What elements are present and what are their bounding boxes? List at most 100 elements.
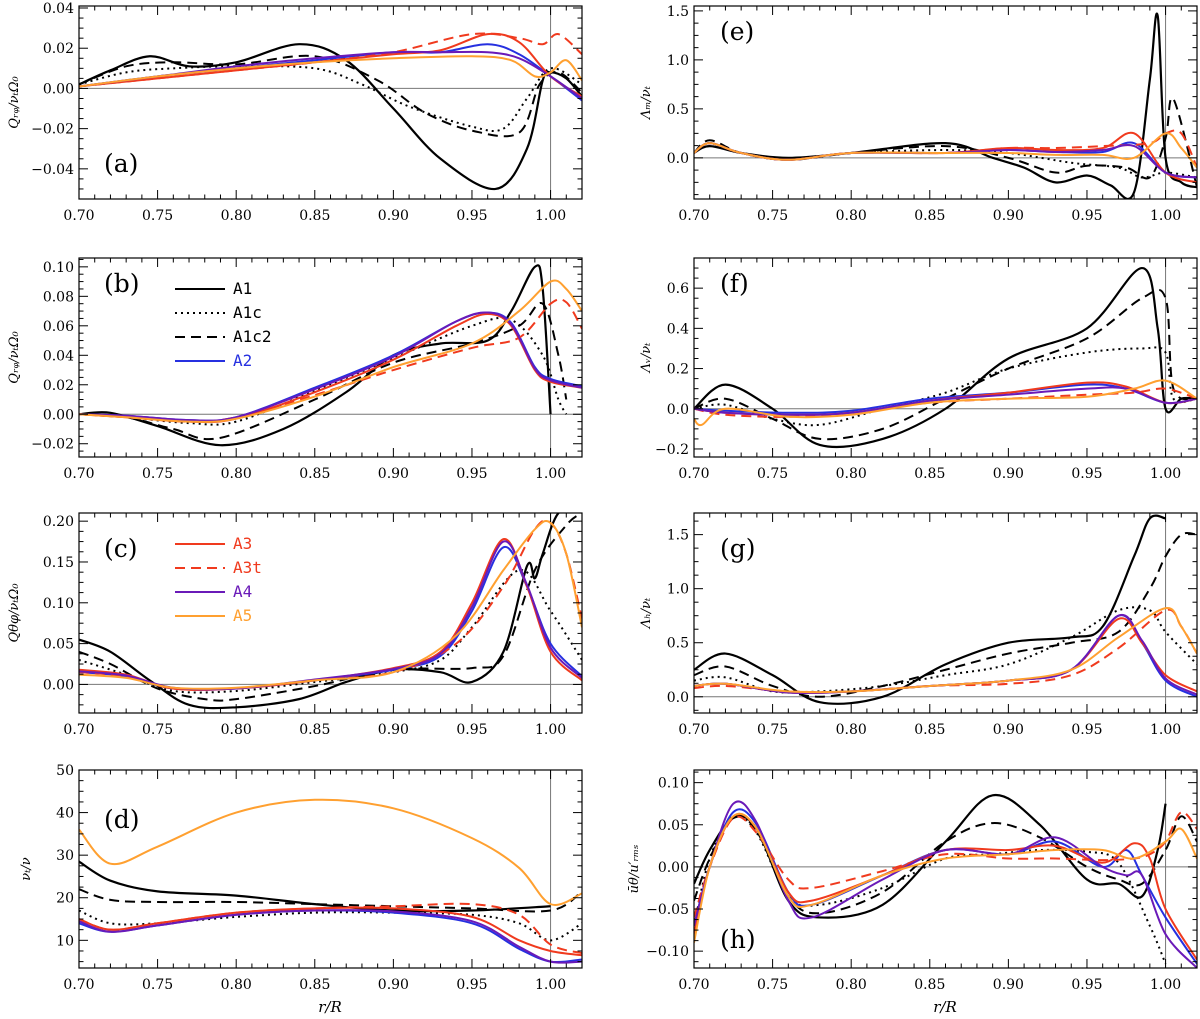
plot-frame	[693, 5, 1198, 200]
x-tick-label: 0.95	[1071, 977, 1102, 993]
x-tick-label: 0.90	[378, 466, 409, 482]
series-line-a5	[694, 379, 1197, 427]
y-tick-label: 20	[56, 891, 74, 907]
y-axis-label: Λₕ/νₜ	[639, 597, 654, 629]
series-line-a4	[79, 540, 582, 691]
series-line-a5	[79, 798, 582, 906]
series-line-a1	[79, 513, 560, 710]
series-line-a1c2	[694, 532, 1197, 698]
y-tick-label: 0.00	[43, 407, 74, 423]
series-line-a1	[79, 43, 582, 191]
panel-g: 0.70 0.75 0.80 0.85 0.90 0.95 1.00 0.0 0.5 1.0 1.5…	[639, 512, 1198, 738]
legend-label-a5: A5	[233, 606, 252, 625]
series-line-a1c2	[694, 288, 1197, 441]
legend-bottom: A3 A3t A4 A5	[175, 534, 262, 625]
x-tick-label: 0.80	[221, 208, 252, 224]
series-line-a3	[79, 32, 582, 98]
x-tick-label: 0.90	[993, 977, 1024, 993]
y-tick-label: −0.10	[646, 944, 689, 960]
series-line-a4	[694, 613, 1197, 696]
y-tick-label: 0.04	[43, 348, 74, 364]
x-tick-label: 0.75	[757, 208, 788, 224]
panel-label: (e)	[720, 17, 754, 46]
x-tick-label: 0.80	[836, 722, 867, 738]
y-tick-label: 0.0	[667, 690, 689, 706]
legend-label-a2: A2	[233, 351, 252, 370]
series-line-a4	[694, 142, 1197, 179]
y-tick-label: 0.02	[43, 378, 74, 394]
series-line-a3	[694, 617, 1197, 694]
panel-label: (b)	[104, 269, 140, 298]
panel-b: 0.70 0.75 0.80 0.85 0.90 0.95 1.00 −0.02 0.00 0.0…	[7, 257, 583, 482]
x-tick-label: 0.85	[299, 466, 330, 482]
y-axis-label: Qθφ/νₜΩ₀	[7, 583, 22, 643]
x-tick-label: 1.00	[1150, 466, 1181, 482]
panel-d: 0.70 0.75 0.80 0.85 0.90 0.95 1.00 10 20 30 40 50 νₜ…	[19, 763, 583, 993]
panel-label: (d)	[104, 805, 140, 834]
y-axis-label: Λₘ/νₜ	[639, 85, 654, 120]
y-tick-label: 30	[56, 848, 74, 864]
x-tick-label: 0.75	[757, 722, 788, 738]
y-tick-label: 0.04	[43, 1, 74, 17]
y-tick-label: 0.05	[658, 818, 689, 834]
x-tick-label: 0.85	[914, 466, 945, 482]
x-tick-label: 0.85	[299, 208, 330, 224]
x-tick-label: 0.85	[914, 977, 945, 993]
x-tick-label: 0.85	[299, 722, 330, 738]
panel-h: 0.70 0.75 0.80 0.85 0.90 0.95 1.00 −0.10 −0.05 0.…	[627, 769, 1198, 993]
series-line-a1c	[694, 346, 1197, 427]
series-line-a1	[694, 266, 1197, 449]
x-tick-label: 0.90	[993, 466, 1024, 482]
legend-label-a1: A1	[233, 279, 252, 298]
series-line-a1c2	[79, 301, 568, 441]
x-tick-label: 1.00	[1150, 722, 1181, 738]
series-line-a1c	[694, 814, 1167, 965]
series-line-a1c	[694, 142, 1197, 179]
x-tick-label: 0.95	[1071, 722, 1102, 738]
x-tick-label: 0.70	[678, 977, 709, 993]
series-line-a4	[79, 909, 582, 964]
x-tick-label: 1.00	[535, 466, 566, 482]
series-line-a2	[79, 311, 582, 422]
x-tick-label: 0.70	[678, 466, 709, 482]
legend-label-a3: A3	[233, 534, 252, 553]
y-tick-label: 0.15	[43, 555, 74, 571]
y-tick-label: 0.06	[43, 319, 74, 335]
panel-label: (f)	[720, 269, 749, 298]
y-tick-label: 1.0	[667, 582, 689, 598]
x-tick-label: 0.75	[757, 466, 788, 482]
plot-frame	[78, 257, 583, 458]
series-line-a2	[79, 546, 582, 691]
y-tick-label: 0.05	[43, 637, 74, 653]
y-tick-label: 40	[56, 806, 74, 822]
legend-label-a1c2: A1c2	[233, 327, 272, 346]
series-line-a5	[79, 519, 582, 690]
series-line-a3	[79, 906, 582, 957]
series-line-a3t	[694, 608, 1197, 694]
series-line-a3	[694, 812, 1197, 961]
x-tick-label: 0.70	[63, 208, 94, 224]
y-tick-label: −0.02	[31, 437, 74, 453]
x-tick-label: 0.95	[456, 977, 487, 993]
x-tick-label: 0.70	[63, 977, 94, 993]
x-tick-label: 0.75	[757, 977, 788, 993]
x-tick-label: 1.00	[1150, 208, 1181, 224]
panel-label: (g)	[720, 534, 756, 563]
series-line-a1c2	[79, 54, 582, 138]
x-tick-label: 0.75	[142, 977, 173, 993]
legend-label-a3t: A3t	[233, 558, 262, 577]
series-line-a4	[694, 386, 1197, 416]
x-tick-label: 0.90	[993, 722, 1024, 738]
series-line-a1c2	[694, 813, 1197, 915]
x-tick-label: 0.95	[456, 722, 487, 738]
x-tick-label: 0.85	[299, 977, 330, 993]
panel-label: (a)	[104, 149, 138, 178]
panel-f: 0.70 0.75 0.80 0.85 0.90 0.95 1.00 −0.2 0.0 0.2 0.…	[639, 257, 1198, 482]
panel-label: (c)	[104, 534, 138, 563]
y-tick-label: 0.00	[43, 677, 74, 693]
x-tick-label: 0.70	[678, 208, 709, 224]
y-tick-label: 0.4	[667, 321, 689, 337]
legend-label-a4: A4	[233, 582, 252, 601]
series-line-a5	[79, 279, 582, 423]
series-line-a3t	[79, 902, 582, 955]
